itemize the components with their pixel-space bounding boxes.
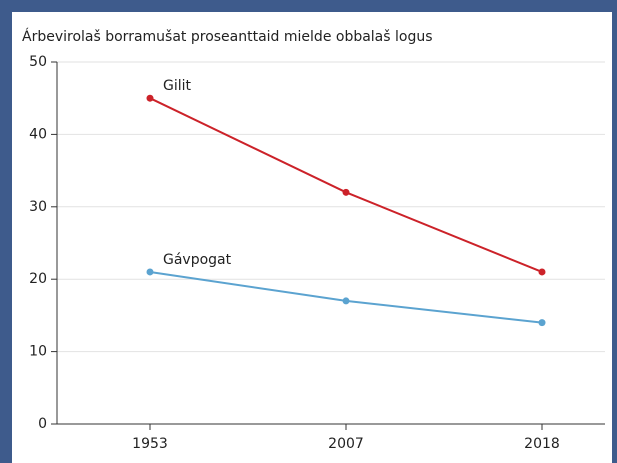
x-tick-label: 1953 [132, 436, 168, 452]
x-tick-label: 2018 [524, 436, 560, 452]
y-tick-label: 40 [29, 126, 47, 142]
y-tick-label: 30 [29, 199, 47, 215]
data-point [538, 268, 546, 276]
data-point [146, 268, 154, 276]
y-tick-label: 50 [29, 54, 47, 70]
panel [12, 12, 612, 463]
y-tick-label: 0 [38, 416, 47, 432]
x-tick-label: 2007 [328, 436, 364, 452]
series-label: Gilit [163, 78, 192, 94]
chart-title: Árbevirolaš borramušat proseanttaid miel… [22, 28, 433, 45]
data-point [538, 319, 546, 327]
y-tick-label: 20 [29, 271, 47, 287]
series-label: Gávpogat [163, 252, 232, 268]
data-point [146, 94, 154, 102]
data-point [342, 188, 350, 196]
y-tick-label: 10 [29, 344, 47, 360]
data-point [342, 297, 350, 305]
